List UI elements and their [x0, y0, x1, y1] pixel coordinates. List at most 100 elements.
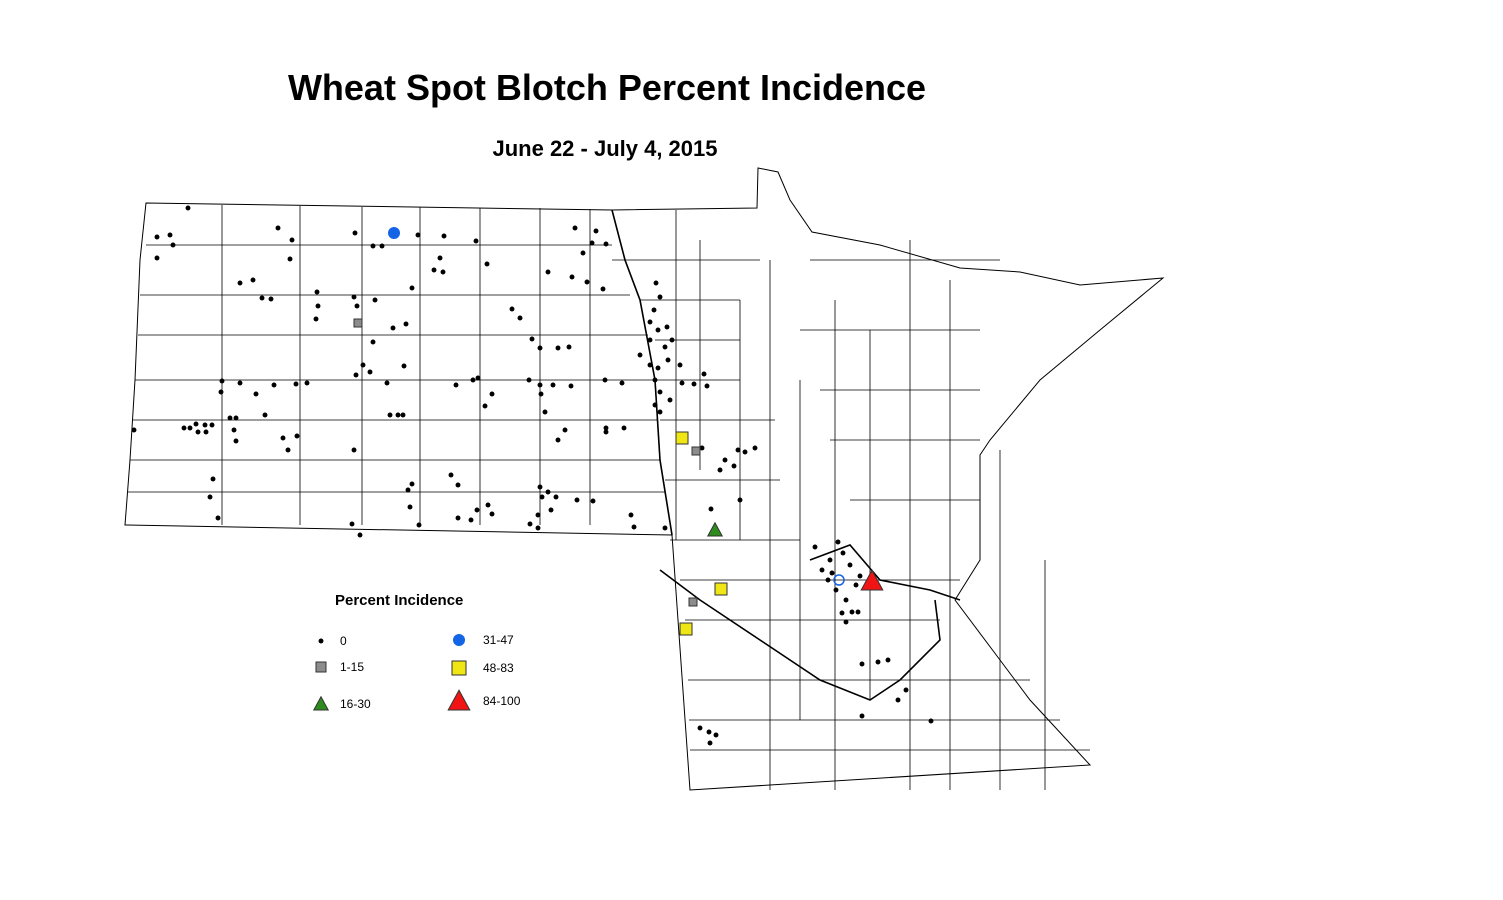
sample-dot — [509, 306, 515, 312]
sample-dot — [562, 427, 568, 433]
sample-dot — [857, 573, 863, 579]
sample-dot — [484, 261, 490, 267]
sample-marker — [388, 227, 400, 239]
sample-dot — [662, 344, 668, 350]
sample-dot — [475, 375, 481, 381]
sample-dot — [706, 729, 712, 735]
sample-dot — [415, 232, 421, 238]
sample-dot — [574, 497, 580, 503]
sample-dot — [840, 550, 846, 556]
sample-dot — [548, 507, 554, 513]
sample-dot — [203, 429, 209, 435]
sample-dot — [455, 515, 461, 521]
sample-dot — [181, 425, 187, 431]
sample-dot — [657, 389, 663, 395]
sample-dot — [590, 498, 596, 504]
sample-dot — [665, 357, 671, 363]
sample-dot — [268, 296, 274, 302]
sample-dot — [287, 256, 293, 262]
legend-symbol — [453, 634, 465, 646]
sample-dot — [400, 412, 406, 418]
sample-dot — [859, 713, 865, 719]
sample-points — [131, 205, 934, 746]
sample-dot — [655, 327, 661, 333]
sample-dot — [847, 562, 853, 568]
sample-dot — [455, 482, 461, 488]
sample-dot — [569, 274, 575, 280]
sample-dot — [367, 369, 373, 375]
sample-dot — [440, 269, 446, 275]
sample-dot — [387, 412, 393, 418]
sample-dot — [489, 511, 495, 517]
sample-dot — [154, 234, 160, 240]
sample-dot — [353, 372, 359, 378]
sample-dot — [313, 316, 319, 322]
sample-dot — [470, 377, 476, 383]
sample-dot — [314, 289, 320, 295]
sample-dot — [453, 382, 459, 388]
sample-dot — [195, 429, 201, 435]
sample-dot — [271, 382, 277, 388]
sample-dot — [207, 494, 213, 500]
sample-dot — [628, 512, 634, 518]
sample-dot — [405, 487, 411, 493]
sample-dot — [209, 422, 215, 428]
sample-dot — [407, 504, 413, 510]
sample-dot — [677, 362, 683, 368]
sample-dot — [707, 740, 713, 746]
sample-dot — [354, 303, 360, 309]
sample-dot — [185, 205, 191, 211]
sample-dot — [691, 381, 697, 387]
sample-dot — [535, 525, 541, 531]
sample-dot — [237, 380, 243, 386]
sample-dot — [647, 362, 653, 368]
sample-dot — [379, 243, 385, 249]
sample-dot — [187, 425, 193, 431]
sample-dot — [742, 449, 748, 455]
sample-dot — [289, 237, 295, 243]
sample-dot — [669, 337, 675, 343]
sample-dot — [315, 303, 321, 309]
sample-dot — [849, 609, 855, 615]
sample-marker — [353, 318, 363, 328]
sample-dot — [859, 661, 865, 667]
sample-dot — [637, 352, 643, 358]
sample-dot — [285, 447, 291, 453]
sample-dot — [537, 345, 543, 351]
sample-dot — [855, 609, 861, 615]
sample-dot — [517, 315, 523, 321]
map-subtitle: June 22 - July 4, 2015 — [492, 136, 717, 161]
state-outlines — [124, 167, 1165, 791]
sample-dot — [662, 525, 668, 531]
sample-dot — [827, 557, 833, 563]
sample-dot — [193, 421, 199, 427]
sample-dot — [409, 285, 415, 291]
sample-dot — [593, 228, 599, 234]
sample-dot — [708, 506, 714, 512]
sample-dot — [293, 381, 299, 387]
sample-dot — [485, 502, 491, 508]
sample-dot — [819, 567, 825, 573]
sample-dot — [657, 294, 663, 300]
sample-dot — [584, 279, 590, 285]
sample-marker — [675, 431, 689, 445]
sample-dot — [722, 457, 728, 463]
sample-dot — [357, 532, 363, 538]
sample-dot — [275, 225, 281, 231]
sample-dot — [351, 447, 357, 453]
sample-dot — [489, 391, 495, 397]
sample-dot — [170, 242, 176, 248]
sample-dot — [555, 437, 561, 443]
county-lines — [128, 205, 1090, 790]
sample-dot — [474, 507, 480, 513]
sample-dot — [752, 445, 758, 451]
sample-dot — [903, 687, 909, 693]
sample-dot — [652, 402, 658, 408]
sample-dot — [713, 732, 719, 738]
sample-dot — [409, 481, 415, 487]
sample-dot — [545, 269, 551, 275]
sample-dot — [395, 412, 401, 418]
legend-symbol — [318, 638, 324, 644]
legend-label: 48-83 — [483, 661, 514, 675]
sample-marker — [679, 622, 693, 636]
